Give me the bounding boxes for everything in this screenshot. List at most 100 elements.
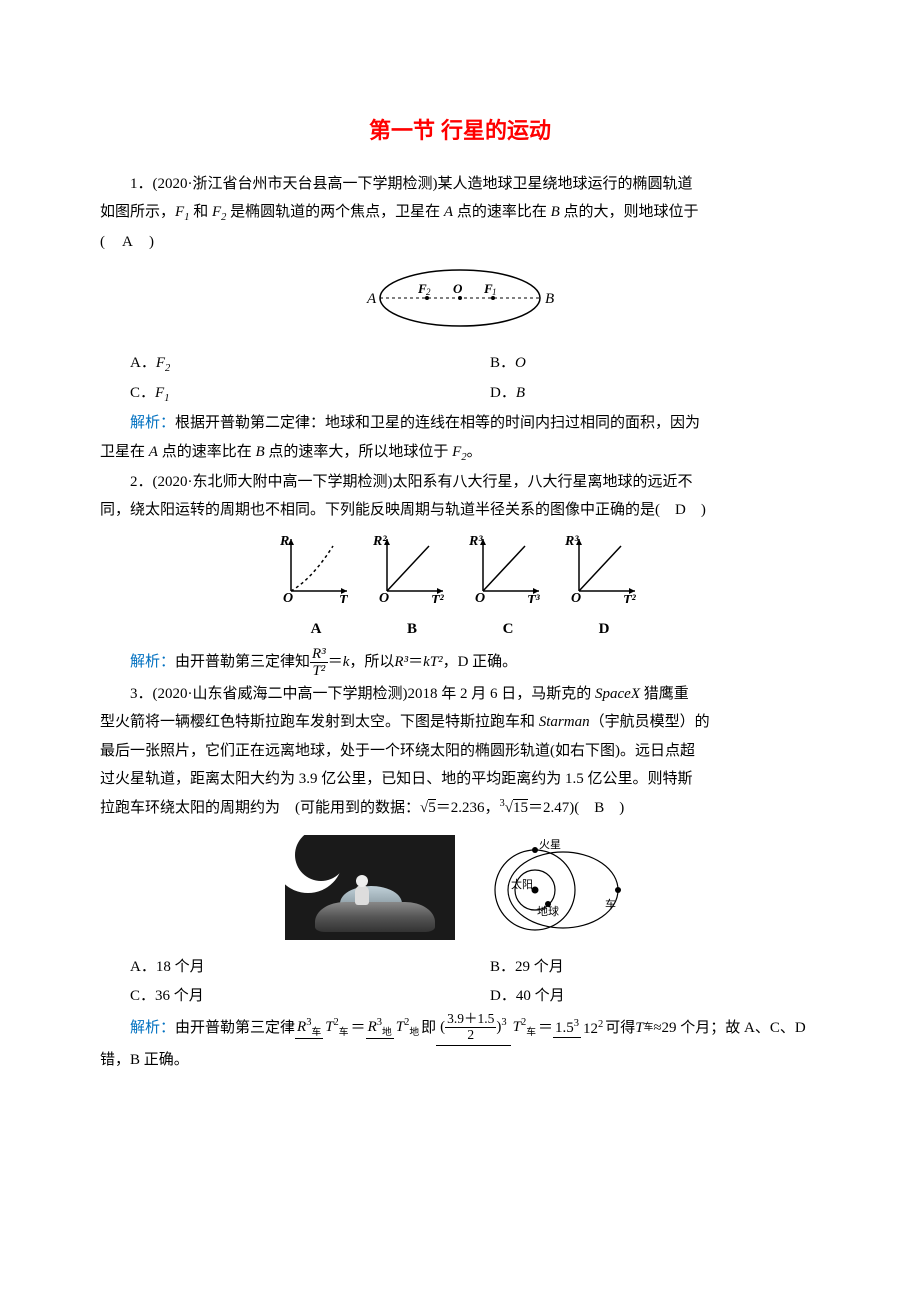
chart-a-svg: R O T — [277, 531, 355, 603]
frac-rcar: R3车 T2车 — [295, 1017, 351, 1040]
q2-frac: R³ T² — [310, 646, 328, 680]
q2-ana-e: ，D 正确。 — [443, 648, 518, 677]
q1-text-b: 如图所示， — [100, 204, 175, 220]
chart-c: R³ O T³ C — [469, 531, 547, 644]
svg-text:1: 1 — [492, 287, 497, 297]
q3-text-a: 3．(2020·山东省威海二中高一下学期检测)2018 年 2 月 6 日，马斯… — [130, 686, 595, 702]
q3-eq2: ＝2.47)( B ) — [528, 800, 624, 816]
q1-figure: A B F 2 O F 1 — [100, 263, 820, 344]
chart-b: R² O T² B — [373, 531, 451, 644]
q1-options-row1: A．F2 B．O — [100, 349, 820, 379]
eq-mid2: 即 — [421, 1014, 436, 1043]
q1-text-e: 点的速率比在 — [453, 204, 551, 220]
q2-ana-b: ＝ — [328, 648, 343, 677]
q3-stem-line2: 型火箭将一辆樱红色特斯拉跑车发射到太空。下图是特斯拉跑车和 Starman（宇航… — [100, 708, 820, 737]
tesla-photo — [285, 835, 455, 940]
eq-mid1: ＝ — [351, 1014, 366, 1043]
chart-b-svg: R² O T² — [373, 531, 451, 603]
svg-text:T: T — [339, 593, 349, 603]
svg-text:T²: T² — [431, 593, 445, 603]
q1-ana-c: 点的速率比在 — [158, 444, 256, 460]
svg-text:车: 车 — [605, 897, 616, 911]
chart-c-svg: R³ O T³ — [469, 531, 547, 603]
svg-text:A: A — [366, 291, 377, 307]
q1-text-f: 点的大，则地球位于 — [560, 204, 699, 220]
q2-kt2: kT² — [423, 648, 443, 677]
q1-answer: ( A ) — [100, 234, 155, 250]
q3-text-c: 型火箭将一辆樱红色特斯拉跑车发射到太空。下图是特斯拉跑车和 — [100, 714, 539, 730]
svg-text:B: B — [545, 291, 554, 307]
q3-options-row1: A．18 个月 B．29 个月 — [100, 953, 820, 982]
q1-opt-b: B．O — [460, 349, 820, 379]
chart-d-label: D — [565, 615, 643, 644]
chart-a: R O T A — [277, 531, 355, 644]
q1-stem-line1: 1．(2020·浙江省台州市天台县高一下学期检测)某人造地球卫星绕地球运行的椭圆… — [100, 170, 820, 199]
svg-text:R: R — [279, 534, 289, 549]
q3-text-g: 拉跑车环绕太阳的周期约为 (可能用到的数据： — [100, 800, 420, 816]
spacex: SpaceX — [595, 686, 640, 702]
orbit-diagram: 火星 太阳 地球 车 — [475, 830, 635, 945]
svg-text:火星: 火星 — [539, 838, 561, 851]
q1-ana-d: 点的速率大，所以地球位于 — [265, 444, 453, 460]
q1-analysis-line1: 解析：根据开普勒第二定律：地球和卫星的连线在相等的时间内扫过相同的面积，因为 — [100, 409, 820, 438]
q3-text-e: 最后一张照片，它们正在远离地球，处于一个环绕太阳的椭圆形轨道(如右下图)。远日点… — [100, 743, 695, 759]
driver-head — [356, 875, 368, 887]
q3-analysis-line1: 解析： 由开普勒第三定律 R3车 T2车 ＝ R3地 T2地 即 (3.9＋1.… — [100, 1010, 820, 1046]
q2-r3: R³ — [394, 648, 408, 677]
eq-mid3: ＝ — [538, 1014, 553, 1043]
car-body — [315, 902, 435, 932]
svg-text:R³: R³ — [565, 534, 579, 549]
driver-body — [355, 885, 369, 905]
chart-c-label: C — [469, 615, 547, 644]
q1-options-row2: C．F1 D．B — [100, 379, 820, 409]
q3-opt-c: C．36 个月 — [100, 982, 460, 1011]
q3-stem-line3: 最后一张照片，它们正在远离地球，处于一个环绕太阳的椭圆形轨道(如右下图)。远日点… — [100, 737, 820, 766]
q2-stem-line1: 2．(2020·东北师大附中高一下学期检测)太阳系有八大行星，八大行星离地球的远… — [100, 468, 820, 497]
q2-text-a: 2．(2020·东北师大附中高一下学期检测)太阳系有八大行星，八大行星离地球的远… — [130, 474, 693, 490]
q2-ana-c: ，所以 — [349, 648, 394, 677]
analysis-label: 解析： — [130, 1014, 175, 1043]
svg-text:O: O — [453, 281, 463, 296]
q3-ana-c: ≈29 个月；故 A、C、D — [653, 1014, 805, 1043]
q1-opt-d: D．B — [460, 379, 820, 409]
q3-opt-b: B．29 个月 — [460, 953, 820, 982]
chart-b-label: B — [373, 615, 451, 644]
q3-options-row2: C．36 个月 D．40 个月 — [100, 982, 820, 1011]
frac-big: (3.9＋1.52)3 T2车 — [436, 1010, 538, 1046]
svg-text:R³: R³ — [469, 534, 483, 549]
chart-d: R³ O T² D — [565, 531, 643, 644]
q1-opt-c: C．F1 — [100, 379, 460, 409]
q2-stem-line2: 同，绕太阳运转的周期也不相同。下列能反映周期与轨道半径关系的图像中正确的是( D… — [100, 496, 820, 525]
svg-text:2: 2 — [426, 287, 431, 297]
q1-ana-e: 。 — [467, 444, 482, 460]
sqrt5: √5 — [420, 799, 436, 816]
svg-text:地球: 地球 — [537, 904, 559, 918]
frac-rearth: R3地 T2地 — [366, 1017, 422, 1040]
q1-text-c: 和 — [189, 204, 212, 220]
q3-ana-d: 错，B 正确。 — [100, 1052, 189, 1068]
svg-text:O: O — [283, 591, 293, 603]
q1-ana-a: 根据开普勒第二定律：地球和卫星的连线在相等的时间内扫过相同的面积，因为 — [175, 415, 700, 431]
q2-charts: R O T A R² O T² B — [100, 531, 820, 644]
q3-text-b: 猎鹰重 — [640, 686, 689, 702]
svg-text:R²: R² — [373, 534, 387, 549]
chart-d-svg: R³ O T² — [565, 531, 643, 603]
svg-text:T³: T³ — [527, 593, 541, 603]
q1-ana-b: 卫星在 — [100, 444, 149, 460]
q3-analysis-line2: 错，B 正确。 — [100, 1046, 820, 1075]
q2-k: k — [343, 648, 350, 677]
q1-text-d: 是椭圆轨道的两个焦点，卫星在 — [226, 204, 444, 220]
chart-a-label: A — [277, 615, 355, 644]
q3-ana-b: 可得 — [605, 1014, 635, 1043]
svg-text:太阳: 太阳 — [511, 878, 533, 891]
q3-eq1: ＝2.236， — [436, 800, 500, 816]
q3-text-f: 过火星轨道，距离太阳大约为 3.9 亿公里，已知日、地的平均距离约为 1.5 亿… — [100, 771, 693, 787]
cbrt15: 3√15 — [500, 800, 528, 816]
starman: Starman — [539, 714, 590, 730]
q3-ana-a: 由开普勒第三定律 — [175, 1014, 295, 1043]
q3-opt-a: A．18 个月 — [100, 953, 460, 982]
q1-analysis-line2: 卫星在 A 点的速率比在 B 点的速率大，所以地球位于 F2。 — [100, 438, 820, 468]
q3-stem-line5: 拉跑车环绕太阳的周期约为 (可能用到的数据：√5＝2.236，3√15＝2.47… — [100, 794, 820, 823]
moon-shadow — [295, 835, 347, 881]
q2-ana-d: ＝ — [408, 648, 423, 677]
